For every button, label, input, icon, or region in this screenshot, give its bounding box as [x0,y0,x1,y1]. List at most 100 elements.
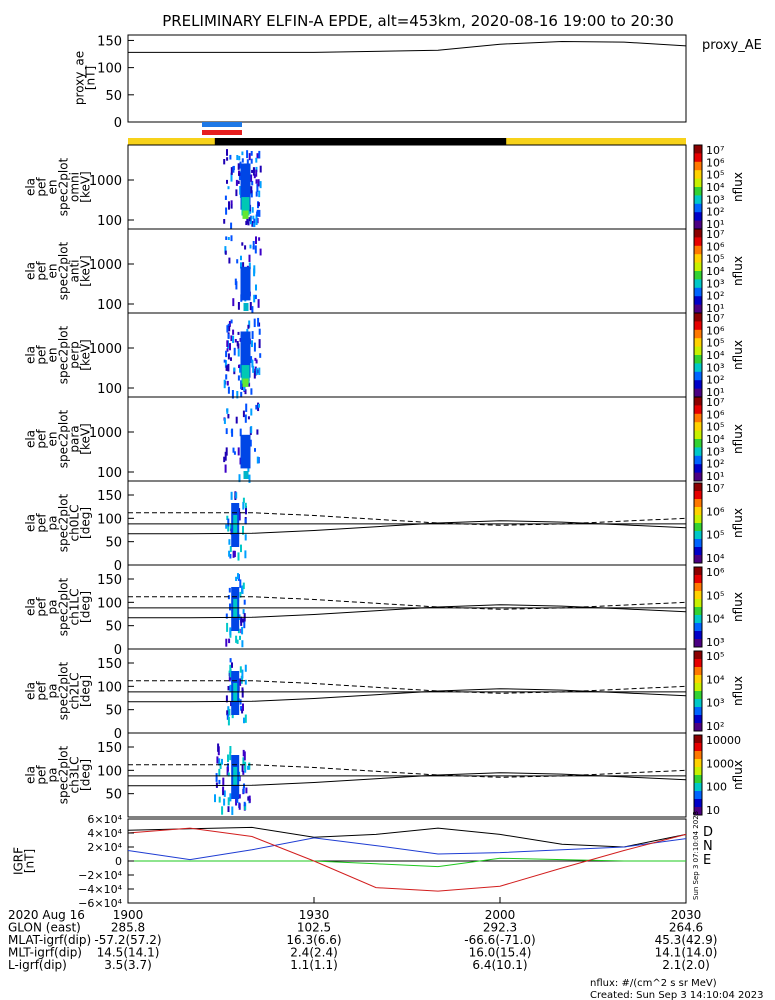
colorbar-segment [694,775,702,784]
spectrogram-pixel [225,365,228,371]
spectrogram-pixel [225,447,228,456]
loss-cone-line [128,604,687,619]
energy-tick-label: 100 [97,214,122,229]
energy-tick-label: 100 [97,382,122,397]
spectrogram-pixel [250,190,253,198]
spectrogram-pixel [240,262,242,269]
colorbar-segment [694,178,702,188]
spectrogram-pixel [253,294,256,303]
pitch-burst-pixel [217,743,220,752]
spectrogram-pixel [255,169,258,177]
pitch-burst-pixel [233,550,236,558]
ae-frame [127,34,687,123]
spectrogram-pixel [244,389,247,395]
colorbar-tick: 10⁴ [706,552,725,565]
spectrogram-pixel [226,380,229,386]
energy-frame [127,144,687,230]
spectrogram-pixel [235,416,238,424]
colorbar-frame [693,566,703,648]
pitch-burst-pixel [229,545,232,552]
spectrogram-pixel [256,456,259,464]
colorbar-label-text: nflux [731,676,745,706]
spectrogram-pixel [251,207,254,213]
colorbar-segment [694,507,702,516]
energy-panel-0: 1000 100 [89,144,687,230]
spectrogram-pixel [255,166,258,173]
igrf-series-red [127,827,687,892]
energy-ylabel-0-line: ela [24,178,38,196]
colorbar-segment [694,735,702,744]
colorbar-segment [694,615,702,624]
spectrogram-pixel [248,262,251,270]
pitch-burst-3 [214,743,251,815]
pitch-burst-pixel [244,803,247,811]
colorbar-tick: 10² [706,290,724,303]
footer-row-value: -66.6(-71.0) [464,933,535,947]
pitch-burst-pixel [248,798,251,803]
colorbar-segment [694,759,702,768]
pitch-tick-label: 0 [114,643,122,658]
spectrogram-pixel [254,294,257,300]
pitch-burst-pixel [229,554,232,559]
colorbar-tick: 10⁷ [706,312,724,325]
spectrogram-pixel [258,209,261,217]
spectrogram-pixel [228,201,230,210]
pitch-burst-pixel [218,758,221,766]
colorbar-p3: 10000 1000 100 10 nflux [693,734,745,817]
colorbar-tick: 10⁵ [706,650,724,663]
spectrogram-pixel [255,367,258,375]
colorbar-label: nflux [731,340,745,370]
igrf-tick-label: −6×10⁴ [78,897,122,910]
colorbar-segment [694,321,702,331]
energy-ylabel-0-line: spec2plot [57,157,71,216]
loss-cone-line [128,772,687,787]
pitch-burst-pixel [240,544,242,553]
colorbar-label-text: nflux [731,172,745,202]
colorbar-segment [694,355,702,364]
spectrogram-pixel [251,306,254,314]
energy-ylabel-0-line: [keV] [79,171,93,202]
pitch-ylabel-1-line: spec2plot [57,577,71,636]
pitch-burst-pixel [237,573,239,580]
pitch-burst-pixel [241,689,244,698]
pitch-ylabel-0-line: pa [46,516,60,531]
spectrogram-core-high [241,365,250,384]
spectrogram-pixel [238,155,241,161]
energy-tick-label: 1000 [89,342,122,357]
pitch-burst-pixel [226,515,229,521]
pitch-burst-pixel [238,512,241,521]
pitch-burst-1 [225,573,246,648]
pitch-ylabel-3-line: pef [35,765,49,785]
colorbar-tick: 10⁵ [706,529,724,542]
energy-tick-label: 100 [97,466,122,481]
colorbar-segment [694,439,702,448]
colorbar-label-text: nflux [731,760,745,790]
colorbar-segment [694,483,702,492]
spectrogram-pixel [229,343,231,351]
igrf-ylabel: IGRF[nT] [12,847,37,875]
spectrogram-pixel [250,356,253,363]
colorbar-tick: 10³ [706,697,724,710]
spectrogram-core-high [243,303,249,311]
colorbar-segment [694,575,702,584]
colorbar-tick: 10⁶ [706,566,725,579]
colorbar-segment [694,212,702,222]
pitch-tick-label: 100 [97,596,122,611]
spectrogram-pixel [237,302,240,310]
pitch-tick-label: 150 [97,489,122,504]
pitch-burst-pixel [238,803,241,810]
pitch-burst-pixel [231,662,233,668]
igrf-series-N [127,837,687,861]
spectrogram-pixel [224,360,227,368]
colorbar-segment [694,607,702,616]
pitch-burst-pixel [242,501,245,510]
spectrogram-pixel [238,474,241,483]
spectrogram-pixel [255,214,258,224]
pitch-burst-pixel [219,762,222,769]
spectrogram-pixel [226,348,229,352]
pitch-ylabel-0-line: spec2plot [57,493,71,552]
spectrogram-pixel [251,359,254,368]
footer-row-value: 16.3(6.6) [286,933,341,947]
